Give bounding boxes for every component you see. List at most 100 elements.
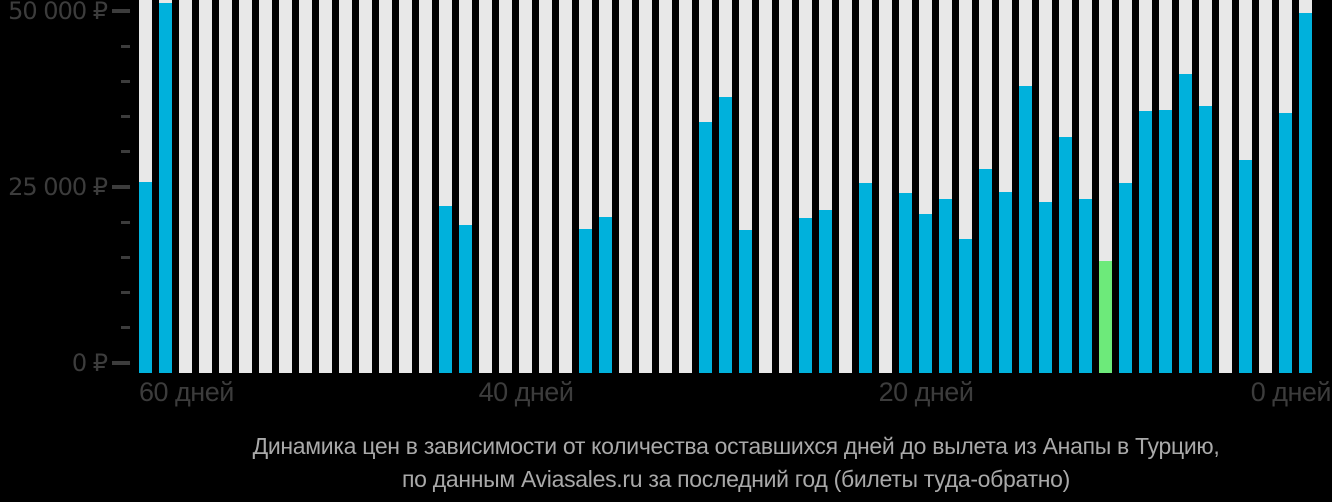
lowest-price-bar [1099,260,1112,373]
bar-background [199,0,212,373]
day-column[interactable] [159,0,172,373]
day-column-empty [259,0,272,373]
day-column-empty [679,0,692,373]
day-column[interactable] [919,0,932,373]
price-bar [959,239,972,373]
day-column[interactable] [939,0,952,373]
y-axis-minor-tick [121,291,130,295]
y-axis-minor-tick [121,79,130,83]
bar-background [519,0,532,373]
day-column[interactable] [899,0,912,373]
day-column[interactable] [1239,0,1252,373]
y-axis-minor-tick [121,255,130,259]
price-bar [1179,74,1192,373]
bar-background [499,0,512,373]
price-bar [599,217,612,373]
price-bar [1019,85,1032,373]
bar-background [279,0,292,373]
price-bar [699,122,712,373]
x-axis-label-0-days: 0 дней [1250,377,1332,407]
day-column[interactable] [979,0,992,373]
y-axis-major-tick [112,185,130,189]
y-axis-minor-tick [121,150,130,154]
day-column[interactable] [439,0,452,373]
day-column-empty [539,0,552,373]
bar-background [179,0,192,373]
day-column-empty [1219,0,1232,373]
day-column[interactable] [1279,0,1292,373]
day-column-lowest-price[interactable] [1099,0,1112,373]
bar-background [299,0,312,373]
bar-background [219,0,232,373]
day-column[interactable] [1019,0,1032,373]
caption-line-1: Динамика цен в зависимости от количества… [252,433,1220,459]
day-column-empty [879,0,892,373]
day-column-empty [559,0,572,373]
price-bar [459,225,472,373]
day-column[interactable] [599,0,612,373]
day-column[interactable] [719,0,732,373]
day-column-empty [399,0,412,373]
bar-background [839,0,852,373]
day-column-empty [1259,0,1272,373]
day-column-empty [839,0,852,373]
bar-background [879,0,892,373]
bar-background [679,0,692,373]
day-column-empty [279,0,292,373]
day-column[interactable] [139,0,152,373]
price-bar [719,96,732,373]
day-column[interactable] [1159,0,1172,373]
day-column[interactable] [1059,0,1072,373]
bar-background [359,0,372,373]
day-column[interactable] [799,0,812,373]
bar-background [239,0,252,373]
price-bar [1239,160,1252,373]
price-bar [999,191,1012,373]
day-column[interactable] [1179,0,1192,373]
bar-background [539,0,552,373]
x-axis-label-20-days: 20 дней [878,377,974,407]
day-column[interactable] [1199,0,1212,373]
y-axis-label-50000: 50 000 ₽ [8,0,108,25]
price-bar [1279,113,1292,373]
day-column[interactable] [459,0,472,373]
day-column[interactable] [999,0,1012,373]
y-axis-major-tick [112,9,130,13]
day-column[interactable] [1139,0,1152,373]
day-column[interactable] [1079,0,1092,373]
price-bar [739,229,752,373]
price-bar [919,213,932,373]
day-column-empty [179,0,192,373]
y-axis-minor-tick [121,115,130,119]
price-bar [439,206,452,373]
day-column-empty [619,0,632,373]
price-bar [1159,110,1172,373]
bar-background [779,0,792,373]
y-axis-label-0: 0 ₽ [71,349,108,377]
day-column[interactable] [859,0,872,373]
price-bar [1199,106,1212,373]
day-column[interactable] [739,0,752,373]
bar-background [259,0,272,373]
day-column[interactable] [959,0,972,373]
day-column[interactable] [699,0,712,373]
day-column-empty [339,0,352,373]
bar-background [479,0,492,373]
day-column[interactable] [1299,0,1312,373]
chart-caption: Динамика цен в зависимости от количества… [140,430,1332,496]
bar-background [379,0,392,373]
day-column-empty [239,0,252,373]
price-bar [899,192,912,373]
day-column[interactable] [579,0,592,373]
day-column-empty [779,0,792,373]
day-column[interactable] [1119,0,1132,373]
day-column[interactable] [1039,0,1052,373]
price-bar [139,182,152,373]
bar-background [559,0,572,373]
plot-area [139,0,1312,373]
day-column-empty [479,0,492,373]
price-bar [1079,199,1092,373]
day-column[interactable] [819,0,832,373]
x-axis-label-60-days: 60 дней [139,377,234,407]
